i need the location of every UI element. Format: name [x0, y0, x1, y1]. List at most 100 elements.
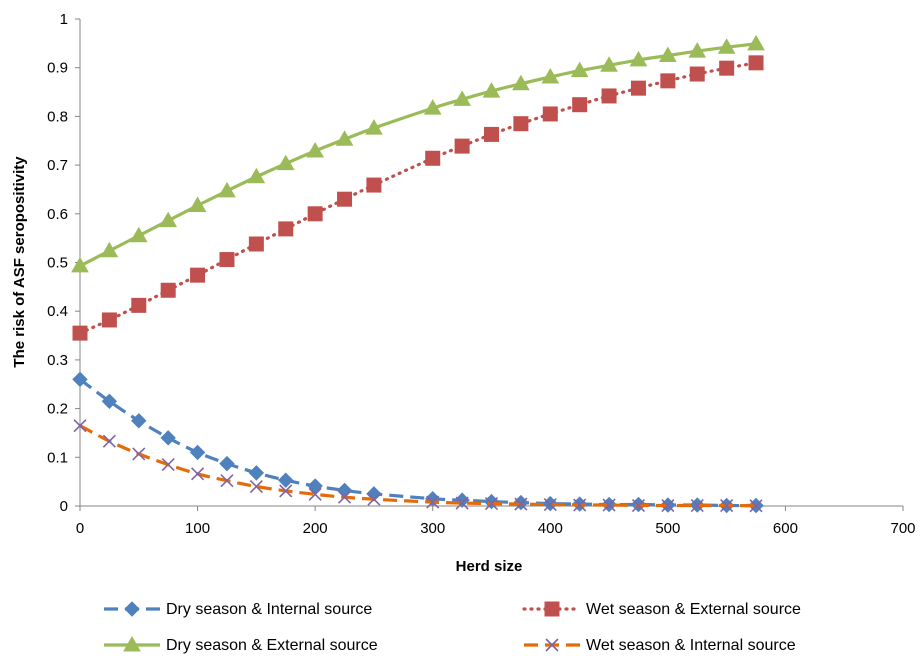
legend-label: Wet season & External source — [586, 601, 801, 618]
data-point — [129, 226, 148, 243]
y-tick-label: 0.8 — [47, 108, 68, 125]
data-point — [423, 99, 442, 115]
data-point — [600, 56, 618, 72]
legend-label: Dry season & Internal source — [166, 601, 372, 618]
data-point — [100, 241, 119, 258]
data-point — [278, 472, 294, 488]
data-point — [335, 130, 354, 146]
legend-marker — [544, 601, 560, 617]
data-point — [573, 498, 587, 512]
legend-item: Wet season & Internal source — [524, 637, 796, 654]
y-tick-label: 0.2 — [47, 401, 68, 418]
data-point — [365, 119, 383, 135]
series-line — [79, 42, 757, 268]
data-point — [248, 236, 264, 252]
y-tick-label: 0.1 — [47, 449, 68, 466]
data-point — [543, 497, 557, 512]
data-point — [247, 167, 266, 184]
x-tick-label: 500 — [655, 520, 680, 537]
data-point — [72, 325, 88, 341]
data-point — [248, 465, 265, 481]
data-point — [689, 66, 705, 82]
series-line — [79, 378, 757, 508]
data-point — [661, 498, 675, 513]
data-point — [159, 211, 178, 228]
data-point — [688, 42, 707, 58]
data-point — [366, 486, 382, 502]
data-point — [514, 497, 528, 511]
y-tick-label: 0.7 — [47, 157, 68, 174]
x-tick-label: 700 — [890, 520, 915, 537]
series-line — [79, 424, 757, 508]
data-point — [131, 413, 147, 429]
legend-marker — [124, 601, 140, 617]
data-point — [278, 221, 294, 237]
series-line — [78, 61, 758, 335]
x-tick-label: 400 — [538, 520, 563, 537]
y-tick-label: 0.5 — [47, 255, 68, 272]
series-4 — [73, 419, 763, 513]
legend-marker — [123, 635, 141, 652]
x-tick-label: 600 — [773, 520, 798, 537]
data-point — [191, 467, 205, 481]
data-point — [307, 206, 323, 222]
series-layer — [71, 34, 765, 514]
legend: Dry season & Internal source Wet season &… — [104, 601, 801, 654]
data-point — [631, 498, 646, 513]
x-tick-label: 300 — [420, 520, 445, 537]
data-point — [660, 73, 676, 89]
x-tick-label: 100 — [185, 520, 210, 537]
data-point — [455, 496, 469, 510]
x-axis-title: Herd size — [456, 558, 523, 575]
data-point — [719, 60, 735, 76]
data-point — [337, 490, 352, 504]
data-point — [101, 393, 118, 410]
legend-item: Dry season & Internal source — [104, 601, 372, 618]
data-point — [512, 74, 530, 91]
data-point — [748, 55, 764, 71]
legend-label: Wet season & Internal source — [586, 637, 796, 654]
y-tick-label: 0.4 — [47, 303, 68, 320]
data-point — [102, 434, 116, 448]
data-point — [630, 80, 646, 96]
data-point — [513, 116, 529, 132]
series-1 — [72, 371, 764, 514]
data-point — [336, 482, 353, 499]
data-point — [219, 455, 235, 472]
data-point — [160, 282, 176, 298]
data-point — [188, 196, 207, 213]
x-tick-label: 200 — [303, 520, 328, 537]
y-tick-label: 0.9 — [47, 60, 68, 77]
series-3 — [71, 34, 765, 273]
y-tick-label: 0.6 — [47, 206, 68, 223]
legend-item: Wet season & External source — [522, 601, 801, 618]
data-point — [482, 82, 501, 98]
data-point — [189, 444, 206, 461]
data-point — [161, 458, 175, 472]
data-point — [425, 150, 441, 166]
data-point — [72, 371, 88, 388]
y-tick-label: 0.3 — [47, 352, 68, 369]
data-point — [629, 50, 648, 67]
data-point — [749, 499, 763, 513]
y-axis-title: The risk of ASF seropositivity — [11, 156, 28, 368]
legend-marker — [545, 638, 559, 652]
data-point — [73, 419, 87, 433]
data-point — [601, 88, 617, 104]
data-point — [542, 106, 558, 122]
y-tick-label: 0 — [60, 498, 68, 515]
data-point — [308, 487, 322, 501]
data-point — [276, 154, 295, 171]
series-2 — [72, 55, 764, 341]
data-point — [720, 498, 734, 513]
data-point — [218, 181, 236, 198]
y-tick-label: 1 — [60, 11, 68, 28]
data-point — [690, 498, 704, 513]
data-point — [483, 493, 500, 510]
data-point — [747, 34, 765, 51]
data-point — [717, 38, 736, 54]
data-point — [484, 126, 499, 142]
data-point — [484, 496, 499, 511]
data-point — [454, 492, 470, 508]
data-point — [541, 67, 560, 84]
